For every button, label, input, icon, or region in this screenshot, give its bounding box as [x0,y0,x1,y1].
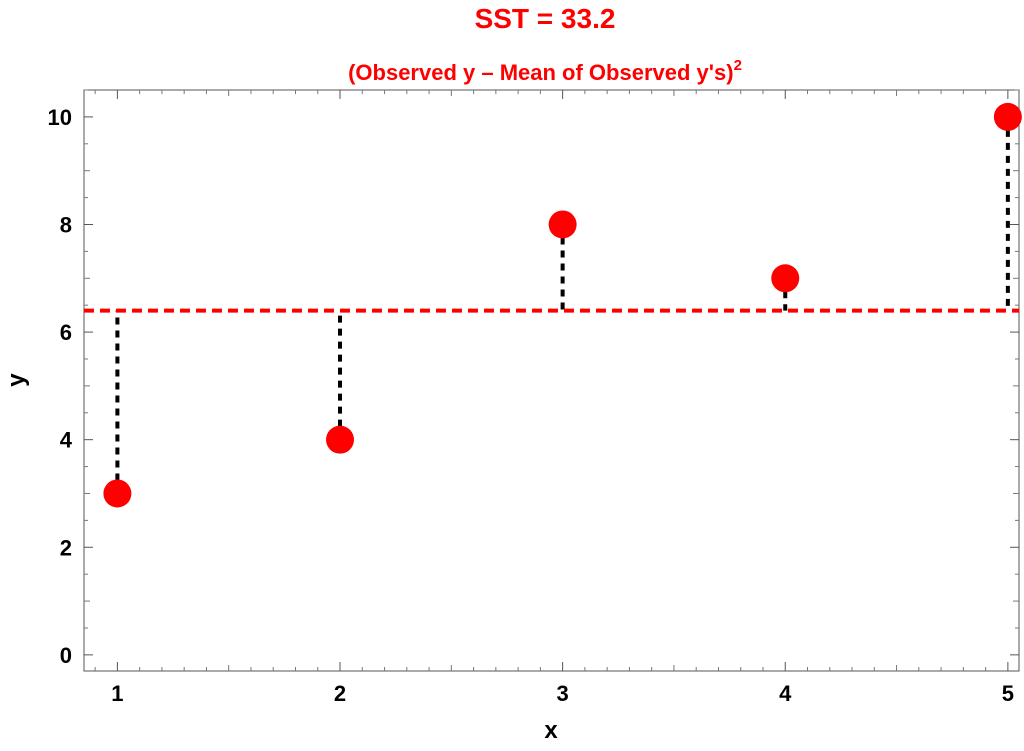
x-tick-label: 2 [334,681,346,706]
y-tick-label: 2 [60,535,72,560]
chart-subtitle-superscript: 2 [734,57,742,74]
data-point [326,425,355,454]
y-axis-ticks: 0 2 4 6 8 10 [48,89,1019,668]
data-points [103,102,1022,508]
chart-title: SST = 33.2 [475,3,616,34]
x-tick-label: 3 [557,681,569,706]
chart-subtitle-text: (Observed y – Mean of Observed y's) [348,60,733,85]
x-tick-label: 1 [111,681,123,706]
chart-subtitle: (Observed y – Mean of Observed y's)2 [348,57,742,85]
data-point [103,479,132,508]
y-tick-label: 6 [60,320,72,345]
y-axis-label: y [3,373,30,387]
x-axis-ticks: 1 2 3 4 5 [94,90,1014,706]
plot-frame [83,89,1020,672]
x-tick-label: 5 [1002,681,1014,706]
y-tick-label: 0 [60,643,72,668]
y-tick-label: 8 [60,212,72,237]
data-point [771,264,800,293]
x-axis-label: x [544,717,558,744]
data-point [548,210,577,239]
data-point [993,102,1022,131]
y-tick-label: 10 [48,105,72,130]
y-tick-label: 4 [60,428,73,453]
x-tick-label: 4 [779,681,792,706]
residual-lines [115,116,1010,494]
